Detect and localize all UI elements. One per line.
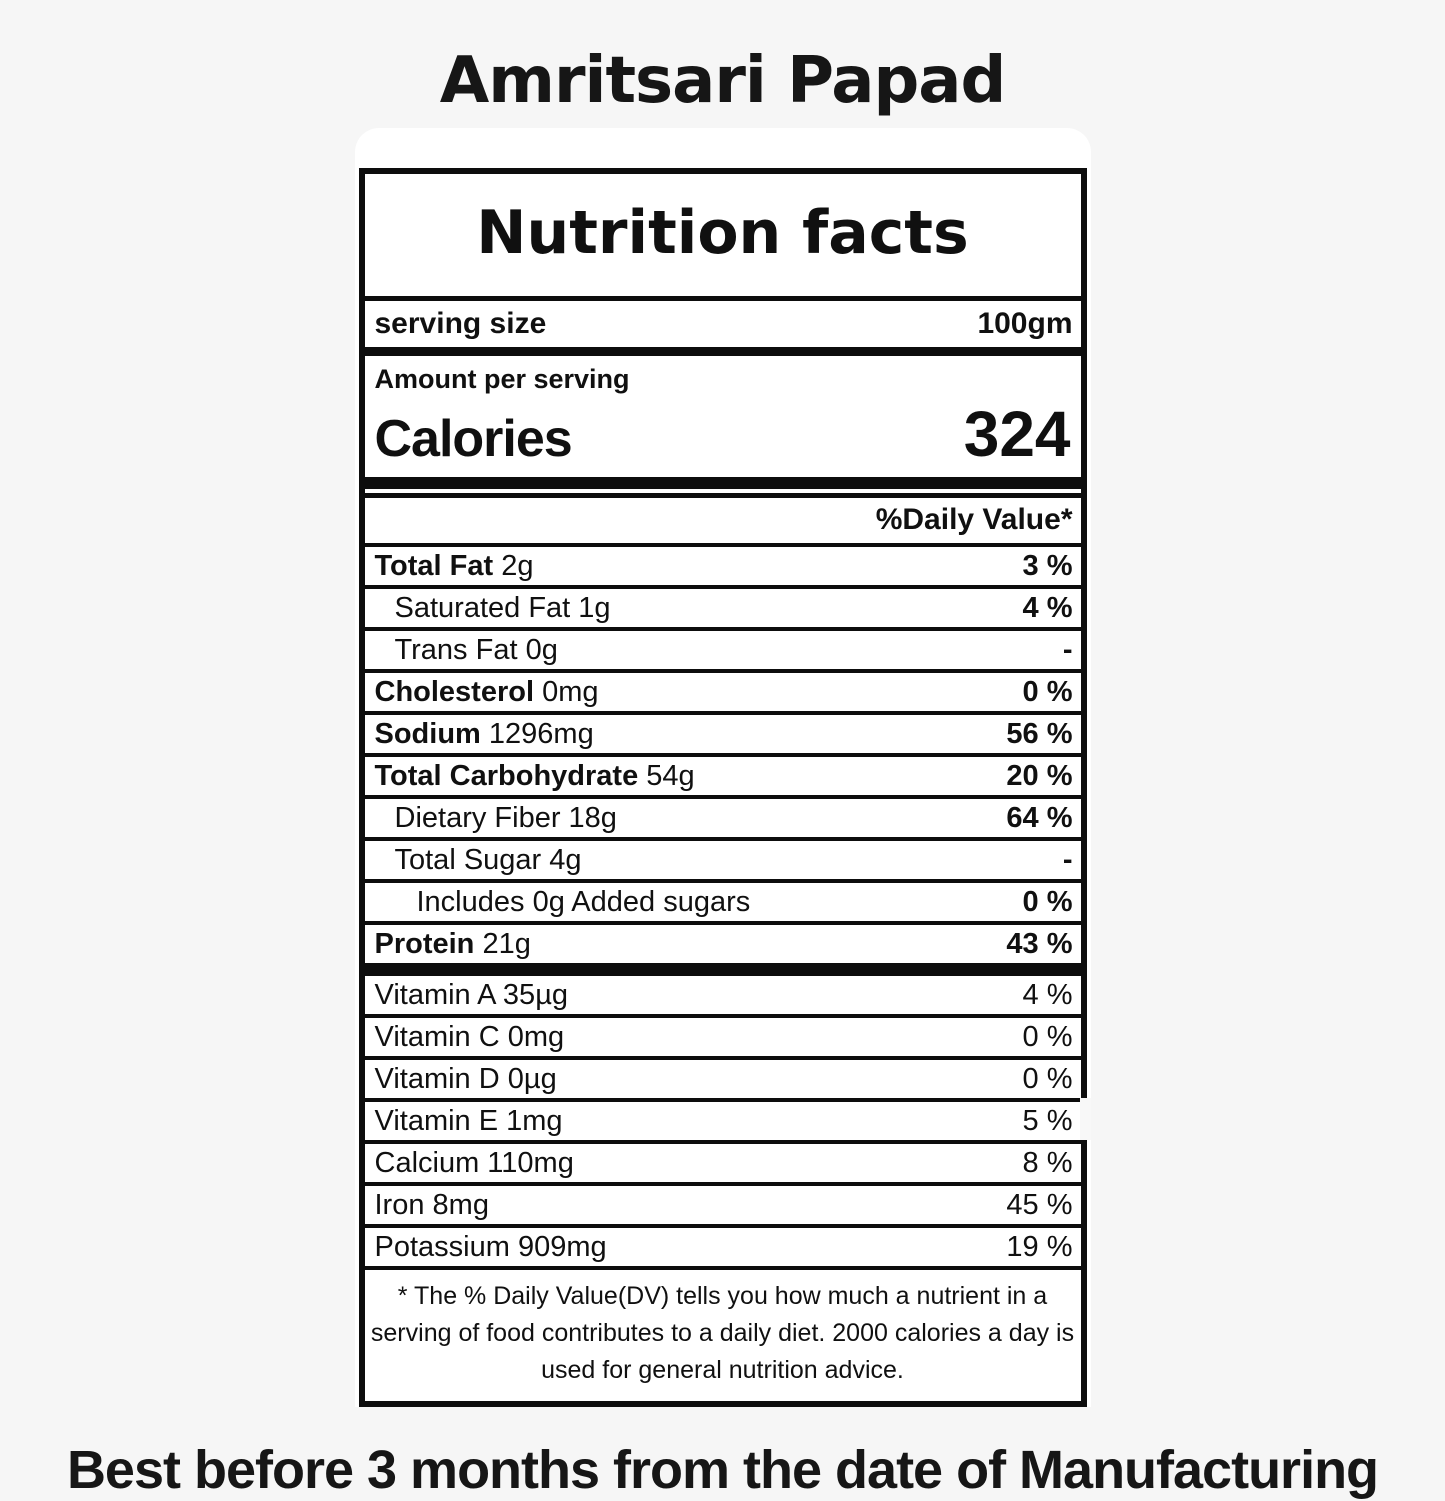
divider-thick bbox=[364, 477, 1081, 489]
nutrient-name: Calcium 110mg bbox=[374, 1147, 574, 1179]
serving-size-value: 100gm bbox=[977, 307, 1073, 340]
nutrient-row-trans-fat-0g: Trans Fat 0g - bbox=[364, 627, 1081, 669]
nutrient-name: Total Sugar 4g bbox=[394, 844, 582, 876]
nutrient-name: Vitamin A 35µg bbox=[374, 979, 569, 1011]
product-title: Amritsari Papad bbox=[439, 44, 1007, 118]
nutrient-name: Total Fat 2g bbox=[374, 550, 534, 582]
nutrient-name: Trans Fat 0g bbox=[394, 634, 558, 666]
nutrient-row-vitamin-c-0mg: Vitamin C 0mg 0 % bbox=[364, 1014, 1081, 1056]
page: Amritsari Papad Nutrition facts serving … bbox=[67, 44, 1379, 1500]
nutrient-name: Vitamin E 1mg bbox=[374, 1105, 563, 1137]
amount-per-serving-label: Amount per serving bbox=[374, 364, 630, 394]
calories-section: Amount per serving Calories 324 bbox=[365, 356, 1081, 477]
nutrient-row-total-fat-2g: Total Fat 2g 3 % bbox=[364, 543, 1081, 585]
daily-value-header: %Daily Value* bbox=[364, 493, 1081, 543]
serving-size-label: serving size bbox=[374, 307, 547, 340]
nutrient-name: Dietary Fiber 18g bbox=[394, 802, 617, 834]
nutrition-facts-heading: Nutrition facts bbox=[364, 174, 1081, 301]
calories-value: 324 bbox=[963, 398, 1071, 470]
nutrient-daily-value: 20 % bbox=[1006, 760, 1073, 792]
nutrient-daily-value: 0 % bbox=[1022, 1063, 1073, 1095]
nutrient-row-vitamin-a-35-g: Vitamin A 35µg 4 % bbox=[364, 972, 1081, 1014]
nutrient-daily-value: - bbox=[1062, 844, 1073, 876]
nutrient-row-vitamin-e-1mg: Vitamin E 1mg 5 % bbox=[364, 1098, 1091, 1140]
nutrient-row-potassium-909mg: Potassium 909mg 19 % bbox=[364, 1224, 1081, 1266]
nutrient-daily-value: - bbox=[1062, 634, 1073, 666]
nutrient-row-cholesterol-0mg: Cholesterol 0mg 0 % bbox=[364, 669, 1081, 711]
nutrient-daily-value: 0 % bbox=[1022, 1021, 1073, 1053]
divider-thick bbox=[364, 347, 1081, 356]
nutrient-name: Includes 0g Added sugars bbox=[416, 886, 751, 918]
calories-row: Calories 324 bbox=[375, 397, 1071, 471]
nutrient-row-vitamin-d-0-g: Vitamin D 0µg 0 % bbox=[364, 1056, 1081, 1098]
nutrient-daily-value: 8 % bbox=[1022, 1147, 1073, 1179]
nutrient-name: Vitamin C 0mg bbox=[374, 1021, 565, 1053]
nutrient-row-includes-0g-added-sugars: Includes 0g Added sugars 0 % bbox=[364, 879, 1081, 921]
daily-value-footnote: * The % Daily Value(DV) tells you how mu… bbox=[364, 1266, 1081, 1401]
calories-label: Calories bbox=[374, 410, 573, 468]
nutrient-daily-value: 3 % bbox=[1022, 550, 1073, 582]
nutrient-name: Potassium 909mg bbox=[374, 1231, 607, 1263]
nutrient-row-protein-21g: Protein 21g 43 % bbox=[364, 921, 1081, 963]
serving-size-row: serving size 100gm bbox=[365, 301, 1081, 347]
nutrient-daily-value: 64 % bbox=[1006, 802, 1073, 834]
label-border-box: Nutrition facts serving size 100gm Amoun… bbox=[358, 168, 1091, 1407]
nutrient-daily-value: 0 % bbox=[1022, 676, 1073, 708]
best-before-text: Best before 3 months from the date of Ma… bbox=[66, 1440, 1379, 1500]
nutrient-name: Saturated Fat 1g bbox=[394, 592, 611, 624]
nutrient-row-calcium-110mg: Calcium 110mg 8 % bbox=[364, 1140, 1081, 1182]
nutrient-name: Total Carbohydrate 54g bbox=[374, 760, 695, 792]
nutrient-name: Iron 8mg bbox=[374, 1189, 489, 1221]
nutrient-daily-value: 19 % bbox=[1006, 1231, 1073, 1263]
nutrient-rows: Total Fat 2g 3 % Saturated Fat 1g 4 % Trans … bbox=[364, 543, 1091, 1266]
nutrition-label: Nutrition facts serving size 100gm Amoun… bbox=[354, 128, 1091, 1407]
nutrient-row-dietary-fiber-18g: Dietary Fiber 18g 64 % bbox=[364, 795, 1081, 837]
nutrient-row-total-sugar-4g: Total Sugar 4g - bbox=[364, 837, 1081, 879]
nutrient-daily-value: 0 % bbox=[1022, 886, 1073, 918]
nutrient-name: Sodium 1296mg bbox=[374, 718, 594, 750]
nutrient-name: Protein 21g bbox=[374, 928, 531, 960]
nutrient-daily-value: 4 % bbox=[1022, 979, 1073, 1011]
nutrient-daily-value: 56 % bbox=[1006, 718, 1073, 750]
nutrient-daily-value: 43 % bbox=[1006, 928, 1073, 960]
nutrient-row-total-carbohydrate-54g: Total Carbohydrate 54g 20 % bbox=[364, 753, 1081, 795]
nutrient-row-sodium-1296mg: Sodium 1296mg 56 % bbox=[364, 711, 1081, 753]
nutrient-daily-value: 45 % bbox=[1006, 1189, 1073, 1221]
divider-thick bbox=[364, 963, 1081, 972]
nutrient-daily-value: 4 % bbox=[1022, 592, 1073, 624]
nutrient-daily-value: 5 % bbox=[1022, 1105, 1073, 1137]
nutrient-row-saturated-fat-1g: Saturated Fat 1g 4 % bbox=[364, 585, 1081, 627]
nutrient-name: Cholesterol 0mg bbox=[374, 676, 599, 708]
nutrient-row-iron-8mg: Iron 8mg 45 % bbox=[364, 1182, 1081, 1224]
nutrient-name: Vitamin D 0µg bbox=[374, 1063, 557, 1095]
